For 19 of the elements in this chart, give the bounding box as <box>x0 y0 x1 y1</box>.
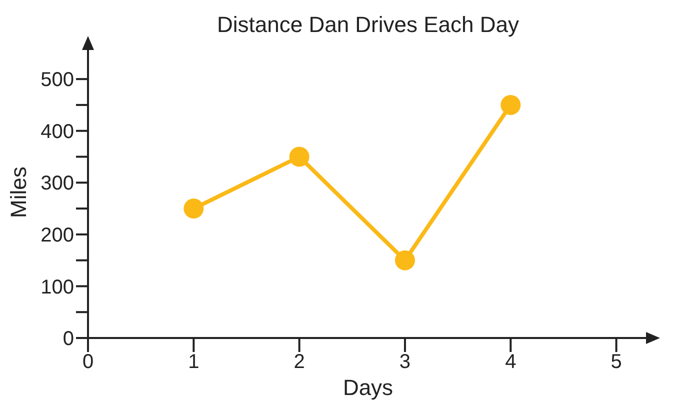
point <box>500 94 521 115</box>
point <box>184 198 204 219</box>
y-tick-label: 0 <box>62 328 74 350</box>
x-tick-label: 5 <box>610 351 622 374</box>
x-axis-title: Days <box>342 375 394 400</box>
y-tick-label: 200 <box>40 224 74 247</box>
y-tick-label: 100 <box>40 276 74 298</box>
y-tick-label: 400 <box>40 120 74 143</box>
chart-title: Distance Dan Drives Each Day <box>216 12 520 38</box>
y-tick-label: 500 <box>40 69 74 92</box>
x-tick-label: 1 <box>188 351 200 374</box>
x-tick-label: 2 <box>294 351 305 374</box>
y-axis-title: Miles <box>6 166 31 218</box>
x-tick-label: 3 <box>399 351 411 374</box>
point <box>289 146 310 167</box>
x-tick-label: 0 <box>82 351 94 374</box>
point <box>394 250 415 270</box>
x-tick-label: 4 <box>505 351 516 374</box>
y-tick-label: 300 <box>40 172 74 195</box>
